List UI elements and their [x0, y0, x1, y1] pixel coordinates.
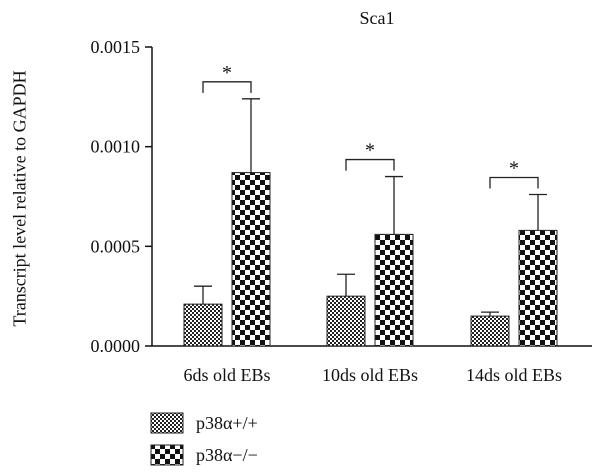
y-axis-label-wrap: Transcript level relative to GAPDH [7, 18, 33, 378]
y-tick-label: 0.0000 [91, 336, 141, 356]
bar [231, 172, 271, 347]
y-axis-label: Transcript level relative to GAPDH [9, 69, 30, 327]
significance-bracket [202, 81, 252, 93]
bars [183, 172, 558, 347]
error-bars [194, 98, 547, 317]
y-axis: 0.0000 0.0005 0.0010 0.0015 [91, 37, 153, 356]
legend-swatch-knockout [150, 444, 184, 466]
x-tick-label: 6ds old EBs [183, 365, 270, 385]
x-tick-label: 10ds old EBs [322, 365, 418, 385]
significance-star: * [222, 62, 232, 84]
legend-label-knockout: p38α−/− [196, 444, 258, 465]
significance-star: * [509, 158, 519, 180]
y-tick-label: 0.0015 [91, 37, 141, 57]
bar [518, 229, 558, 347]
significance-bracket [489, 176, 539, 189]
x-axis: 6ds old EBs 10ds old EBs 14ds old EBs [152, 345, 592, 385]
x-tick-label: 14ds old EBs [466, 365, 562, 385]
legend-label-wildtype: p38α+/+ [196, 412, 258, 433]
y-tick-label: 0.0010 [91, 137, 141, 157]
significance-bracket [345, 158, 395, 171]
bar [470, 315, 510, 347]
legend-item-wildtype: p38α+/+ [150, 409, 258, 437]
legend: p38α+/+ p38α−/− [150, 409, 258, 473]
legend-swatch-wildtype [150, 412, 184, 434]
legend-item-knockout: p38α−/− [150, 441, 258, 469]
y-tick-label: 0.0005 [91, 236, 141, 256]
bar [326, 295, 366, 347]
chart-title: Sca1 [360, 8, 395, 28]
bar [374, 233, 414, 347]
significance-star: * [365, 140, 375, 162]
bar [183, 303, 223, 347]
significance-brackets: * * * [202, 62, 539, 189]
